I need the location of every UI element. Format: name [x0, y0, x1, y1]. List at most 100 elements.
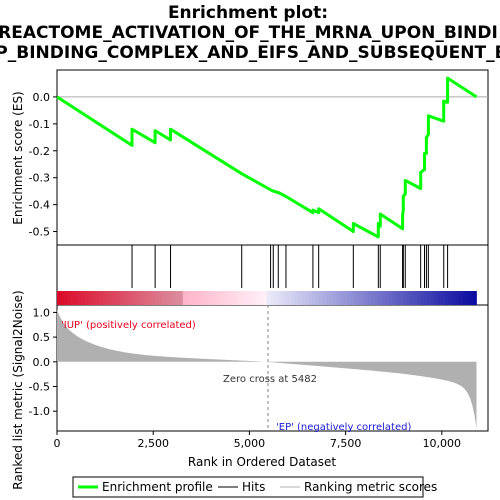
colorbar-segment: [406, 291, 411, 305]
colorbar-segment: [413, 291, 418, 305]
colorbar-segment: [266, 291, 271, 305]
es-y-tick-label: -0.4: [29, 199, 50, 212]
hits-layer: [131, 245, 449, 288]
colorbar-segment: [57, 291, 61, 305]
colorbar-segment: [451, 291, 456, 305]
colorbar-segment: [465, 291, 470, 305]
colorbar-segment: [378, 291, 383, 305]
positive-correlation-label: 'IUP' (positively correlated): [61, 320, 196, 331]
colorbar-segment: [161, 291, 166, 305]
metric-y-tick-label: -1.0: [29, 405, 50, 418]
colorbar-segment: [95, 291, 100, 305]
colorbar-segment: [217, 291, 222, 305]
colorbar-segment: [186, 291, 191, 305]
colorbar-segment: [151, 291, 156, 305]
colorbar-segment: [284, 291, 289, 305]
colorbar-segment: [130, 291, 135, 305]
colorbar-segment: [147, 291, 152, 305]
colorbar-segment: [350, 291, 355, 305]
colorbar-segment: [224, 291, 229, 305]
colorbar-segment: [245, 291, 250, 305]
colorbar-segment: [434, 291, 439, 305]
colorbar-segment: [175, 291, 180, 305]
negative-correlation-label: 'EP' (negatively correlated): [276, 422, 411, 433]
colorbar-segment: [277, 291, 282, 305]
colorbar-segment: [410, 291, 414, 305]
colorbar-segment: [322, 291, 327, 305]
metric-y-tick-label: 1.0: [33, 306, 51, 319]
colorbar-segment: [354, 291, 359, 305]
colorbar-segment: [326, 291, 331, 305]
colorbar-segment: [472, 291, 477, 305]
colorbar-segment: [119, 291, 124, 305]
colorbar-segment: [231, 291, 236, 305]
colorbar-segment: [179, 291, 184, 305]
colorbar-segment: [168, 291, 173, 305]
colorbar-segment: [235, 291, 240, 305]
colorbar-segment: [455, 291, 460, 305]
colorbar-segment: [112, 291, 117, 305]
colorbar-segment: [256, 291, 261, 305]
colorbar-segment: [81, 291, 86, 305]
x-tick-label: 0: [54, 437, 61, 450]
colorbar-segment: [270, 291, 275, 305]
colorbar-segment: [347, 291, 352, 305]
colorbar-segment: [364, 291, 369, 305]
legend-hits-label: Hits: [242, 480, 265, 494]
colorbar-segment: [67, 291, 72, 305]
colorbar-segment: [333, 291, 338, 305]
x-tick-label: 5,000: [234, 437, 266, 450]
metric-layer: [57, 305, 477, 431]
colorbar-segment: [361, 291, 366, 305]
colorbar-segment: [242, 291, 247, 305]
legend-box: [72, 476, 424, 498]
colorbar-segment: [126, 291, 131, 305]
axes-layer: 0 2,500 5,000 7,500 10,000 0.0 -0.1 -0.2 -0.3 -0.…: [29, 91, 462, 450]
es-y-axis-label: Enrichment score (ES): [11, 91, 25, 224]
colorbar-segment: [189, 291, 194, 305]
x-axis-label: Rank in Ordered Dataset: [188, 455, 336, 469]
colorbar-segment: [280, 291, 285, 305]
metric-y-tick-label: 0.0: [33, 356, 51, 369]
colorbar-segment: [458, 291, 463, 305]
colorbar-segment: [123, 291, 128, 305]
colorbar-segment: [403, 291, 407, 305]
colorbar-segment: [382, 291, 386, 305]
plot-title-line-1: Enrichment plot:: [168, 3, 328, 23]
legend-enrichment-label: Enrichment profile: [102, 480, 213, 494]
colorbar-segment: [109, 291, 114, 305]
colorbar-segment: [70, 291, 75, 305]
colorbar-segment: [340, 291, 345, 305]
ranking-metric-area: [57, 309, 477, 429]
colorbar-segment: [158, 291, 163, 305]
colorbar-segment: [375, 291, 379, 305]
zero-cross-label: Zero cross at 5482: [223, 374, 317, 385]
colorbar-segment: [84, 291, 89, 305]
colorbar-segment: [438, 291, 442, 305]
colorbar-segment: [144, 291, 149, 305]
colorbar-segment: [312, 291, 317, 305]
legend-metric-label: Ranking metric scores: [304, 480, 437, 494]
plot-title-line-3: AP_BINDING_COMPLEX_AND_EIFS_AND_SUBSEQUE…: [0, 43, 500, 63]
x-tick-label: 10,000: [423, 437, 462, 450]
colorbar-segment: [74, 291, 79, 305]
colorbar-segment: [77, 291, 82, 305]
colorbar-segment: [60, 291, 65, 305]
colorbar-segment: [305, 291, 310, 305]
colorbar-segment: [252, 291, 257, 305]
colorbar-segment: [238, 291, 243, 305]
colorbar-segment: [228, 291, 233, 305]
colorbar-segment: [207, 291, 212, 305]
colorbar-segment: [399, 291, 404, 305]
colorbar-segment: [214, 291, 219, 305]
colorbar-segment: [424, 291, 428, 305]
es-y-tick-label: -0.1: [29, 118, 50, 131]
colorbar-segment: [441, 291, 446, 305]
metric-y-tick-label: -0.5: [29, 381, 50, 394]
colorbar-segment: [389, 291, 393, 305]
rank-colorbar: [57, 291, 477, 305]
colorbar-segment: [200, 291, 205, 305]
colorbar-segment: [140, 291, 145, 305]
colorbar-segment: [357, 291, 362, 305]
colorbar-segment: [417, 291, 421, 305]
